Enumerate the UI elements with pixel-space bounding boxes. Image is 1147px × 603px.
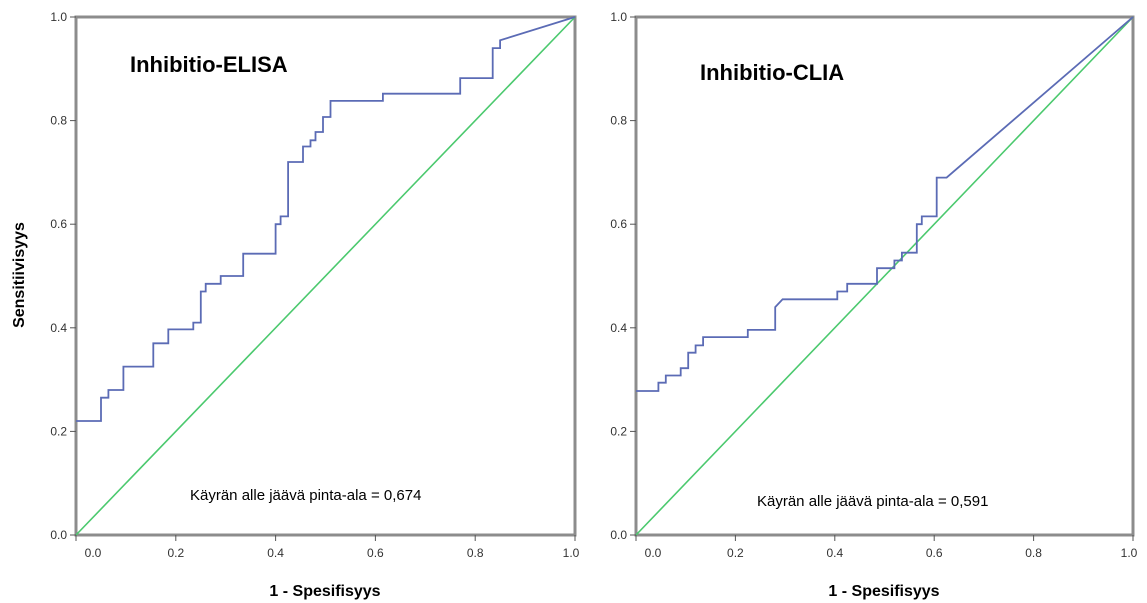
x-tick-label: 0.0: [85, 546, 102, 560]
x-axis-label: 1 - Spesifisyys: [269, 583, 380, 600]
y-tick-label: 0.8: [610, 114, 627, 128]
x-tick-label: 0.6: [367, 546, 384, 560]
roc-curve-line: [76, 16, 576, 422]
y-tick-label: 0.6: [50, 217, 67, 231]
x-tick-label: 0.4: [267, 546, 284, 560]
plot-frame: [74, 15, 577, 537]
chart-title: Inhibitio-ELISA: [130, 52, 288, 77]
y-tick-label: 0.4: [50, 321, 67, 335]
x-tick-label: 0.8: [467, 546, 484, 560]
panel-inhibitio-clia: 0.0 0.2 0.4 0.6 0.8 1.0 0.0 0.2 0.4 0.6 0.8 1.0 Inh…: [610, 10, 1137, 600]
y-tick-label: 1.0: [50, 10, 67, 24]
y-tick-label: 0.6: [610, 217, 627, 231]
plot-frame: [634, 15, 1135, 537]
y-tick-label: 0.0: [610, 528, 627, 542]
x-tick-label: 1.0: [563, 546, 580, 560]
chart-title: Inhibitio-CLIA: [700, 60, 844, 85]
series-group: [75, 16, 576, 536]
x-tick-label: 0.6: [926, 546, 943, 560]
tick-labels: 0.0 0.2 0.4 0.6 0.8 1.0 0.0 0.2 0.4 0.6 0.8 1.0: [610, 10, 1137, 560]
x-tick-label: 0.0: [645, 546, 662, 560]
x-tick-label: 1.0: [1121, 546, 1138, 560]
x-tick-label: 0.4: [826, 546, 843, 560]
x-tick-label: 0.2: [727, 546, 744, 560]
y-tick-label: 0.2: [50, 424, 67, 438]
y-tick-label: 0.0: [50, 528, 67, 542]
roc-curve-line: [636, 16, 1134, 392]
y-axis-label: Sensitiivisyys: [11, 222, 28, 328]
x-tick-label: 0.2: [167, 546, 184, 560]
panel-inhibitio-elisa: 0.0 0.2 0.4 0.6 0.8 1.0 0.0 0.2 0.4 0.6 0.8 1.0 Inh…: [50, 10, 579, 600]
y-tick-label: 0.2: [610, 424, 627, 438]
reference-diagonal-line: [75, 16, 576, 536]
y-tick-label: 0.8: [50, 114, 67, 128]
reference-diagonal-line: [635, 16, 1134, 536]
tick-labels: 0.0 0.2 0.4 0.6 0.8 1.0 0.0 0.2 0.4 0.6 0.8 1.0: [50, 10, 579, 560]
x-tick-label: 0.8: [1025, 546, 1042, 560]
y-tick-label: 0.4: [610, 321, 627, 335]
series-group: [635, 16, 1134, 536]
auc-annotation: Käyrän alle jäävä pinta-ala = 0,674: [190, 487, 421, 504]
y-tick-label: 1.0: [610, 10, 627, 24]
auc-annotation: Käyrän alle jäävä pinta-ala = 0,591: [757, 493, 988, 510]
x-axis-label: 1 - Spesifisyys: [828, 583, 939, 600]
